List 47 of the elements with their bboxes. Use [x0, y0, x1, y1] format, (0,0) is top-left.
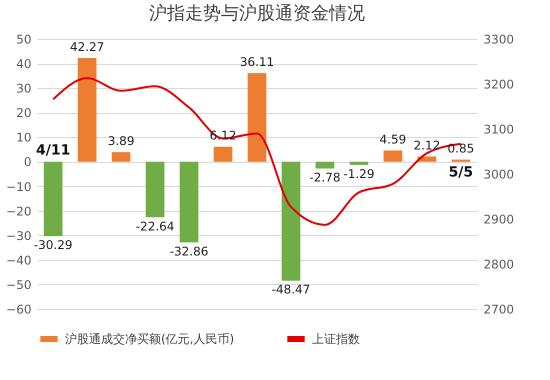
bar	[112, 152, 130, 162]
legend-label: 上证指数	[312, 332, 360, 346]
y-tick-label: 10	[16, 130, 32, 145]
bar	[316, 162, 334, 169]
bar	[78, 58, 96, 162]
chart-title: 沪指走势与沪股通资金情况	[149, 3, 365, 24]
bar	[350, 162, 368, 165]
y-tick-label: 50	[16, 32, 32, 46]
y2-tick-label: 2700	[484, 302, 514, 316]
y-tick-label: 20	[16, 106, 32, 120]
y-tick-label: −30	[6, 228, 32, 243]
bar	[214, 146, 232, 162]
data-label: -48.47	[272, 282, 310, 297]
y2-tick-label: 3200	[484, 78, 514, 92]
legend-label: 沪股通成交净买额(亿元,人民币)	[65, 332, 234, 346]
bar	[384, 150, 402, 162]
y2-tick-label: 2800	[484, 258, 514, 272]
bar	[282, 162, 300, 281]
bar	[180, 162, 198, 242]
annotation: 5/5	[448, 164, 474, 181]
y-tick-label: 40	[16, 57, 32, 72]
data-label: -22.64	[136, 219, 174, 234]
data-label: 2.12	[414, 138, 440, 153]
y-tick-label: −60	[6, 302, 32, 316]
data-label: -1.29	[343, 166, 374, 181]
y-tick-label: −20	[6, 204, 32, 218]
bar	[44, 162, 62, 236]
data-label: -30.29	[34, 238, 72, 252]
bar	[248, 73, 266, 162]
y2-tick-label: 3300	[484, 32, 514, 46]
y2-tick-label: 3100	[484, 122, 514, 136]
data-label: 0.85	[448, 142, 474, 156]
data-label: 36.11	[240, 55, 274, 70]
data-label: -32.86	[170, 244, 208, 258]
y-tick-label: −40	[6, 253, 32, 268]
y2-tick-label: 3000	[484, 168, 514, 182]
data-label: 42.27	[70, 40, 104, 54]
data-label: 3.89	[108, 134, 134, 148]
bar	[146, 162, 164, 218]
y-tick-label: 30	[16, 82, 32, 96]
annotation: 4/11	[36, 142, 70, 159]
data-label: -2.78	[309, 170, 340, 185]
data-label: 4.59	[380, 132, 406, 146]
y-tick-label: −50	[6, 278, 32, 292]
y-tick-label: 0	[24, 155, 32, 170]
y2-tick-label: 2900	[484, 212, 514, 226]
y-tick-label: −10	[6, 180, 32, 194]
